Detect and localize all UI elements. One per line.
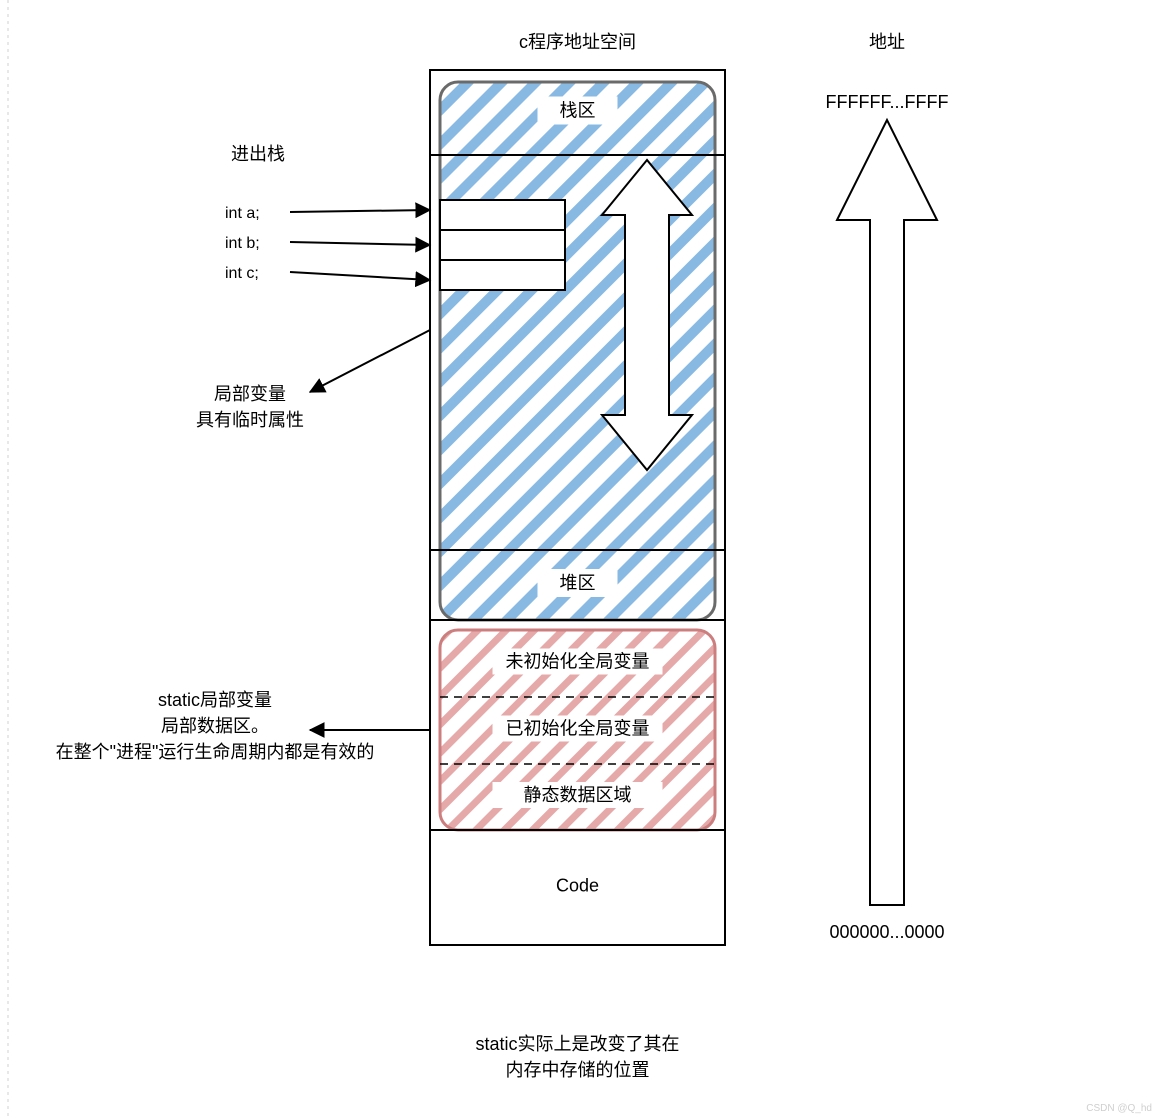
static-label: 静态数据区域 [524,785,632,805]
footer-line-2: 内存中存储的位置 [506,1060,650,1080]
stack-label: 栈区 [560,101,596,121]
label-high-address: FFFFFF...FFFF [826,92,949,112]
local-var-note-2: 具有临时属性 [196,410,304,430]
address-direction-arrow [837,120,937,905]
stack-slot-3 [440,260,565,290]
footer-line-1: static实际上是改变了其在 [475,1034,679,1054]
bss-label: 未初始化全局变量 [506,652,650,672]
arrow-local-var [310,330,430,392]
heap-label: 堆区 [560,573,596,593]
static-note-3: 在整个"进程"运行生命周期内都是有效的 [56,742,375,762]
title-address-space: c程序地址空间 [519,32,636,52]
code-label: Code [556,876,599,896]
local-var-note-1: 局部变量 [214,384,286,404]
static-note-1: static局部变量 [158,690,272,710]
stack-slot-1 [440,200,565,230]
arrow-decl-2 [290,242,430,245]
label-low-address: 000000...0000 [829,922,944,942]
decl-a: int a; [225,205,260,222]
watermark: CSDN @Q_hd [1086,1103,1152,1114]
static-note-2: 局部数据区。 [161,716,269,736]
decl-c: int c; [225,265,259,282]
title-address: 地址 [869,32,905,52]
label-stack-inout: 进出栈 [231,144,285,164]
decl-b: int b; [225,235,260,252]
data-label: 已初始化全局变量 [506,719,650,739]
arrow-decl-3 [290,272,430,280]
stack-heap-region [440,82,715,620]
arrow-decl-1 [290,210,430,212]
stack-slot-2 [440,230,565,260]
